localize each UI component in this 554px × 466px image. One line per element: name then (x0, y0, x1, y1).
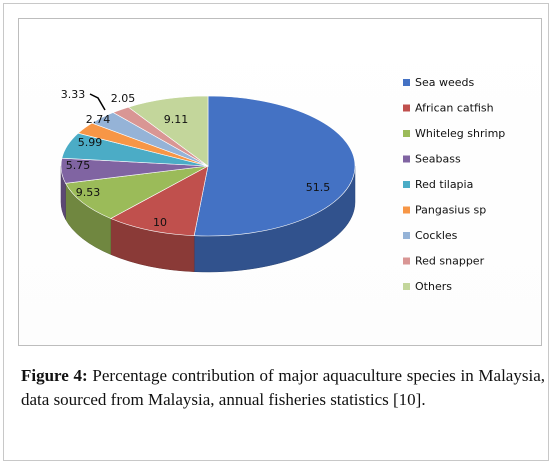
data-label-whiteleg-shrimp: 9.53 (76, 186, 101, 199)
legend-label-sea-weeds: Sea weeds (415, 76, 475, 89)
legend-label-seabass: Seabass (415, 153, 461, 166)
legend-swatch-seabass (403, 155, 410, 163)
data-label-red-tilapia: 5.99 (78, 136, 103, 149)
legend-swatch-red-tilapia (403, 181, 410, 188)
slice-sea-weeds (193, 95, 356, 237)
pie-slices (60, 95, 356, 237)
legend-swatch-sea-weeds (403, 79, 410, 86)
legend-label-red-snapper: Red snapper (415, 255, 485, 268)
legend: Sea weeds African catfish Whiteleg shrimp S… (403, 76, 505, 293)
data-label-cockles: 3.33 (61, 88, 86, 101)
leader-line-cockles (89, 93, 106, 111)
slice-others (127, 95, 209, 167)
data-label-others: 9.11 (164, 113, 189, 126)
legend-label-african-catfish: African catfish (415, 102, 494, 115)
pie-side-walls (60, 165, 356, 273)
legend-swatch-african-catfish (403, 104, 410, 112)
legend-swatch-pangasius-sp (403, 206, 410, 214)
legend-swatch-cockles (403, 232, 410, 239)
figure-caption-text: Percentage contribution of major aquacul… (21, 366, 545, 409)
data-label-red-snapper: 2.05 (111, 92, 136, 105)
legend-label-pangasius-sp: Pangasius sp (415, 204, 486, 217)
figure-caption: Figure 4: Percentage contribution of maj… (21, 364, 545, 412)
legend-label-cockles: Cockles (415, 229, 458, 242)
figure-frame: Figure 4: Percentage contribution of maj… (3, 3, 549, 461)
figure-label: Figure 4: (21, 366, 88, 385)
data-label-pangasius-sp: 2.74 (86, 113, 111, 126)
legend-swatch-whiteleg-shrimp (403, 130, 410, 137)
slice-african-catfish (110, 165, 209, 237)
legend-label-others: Others (415, 280, 452, 293)
legend-swatch-red-snapper (403, 257, 410, 265)
data-label-african-catfish: 10 (153, 216, 167, 229)
data-labels: 51.5 10 9.53 5.75 5.99 2.743.33 2.05 9.11 (61, 88, 331, 229)
data-label-seabass: 5.75 (66, 159, 91, 172)
legend-label-red-tilapia: Red tilapia (415, 178, 473, 191)
legend-label-whiteleg-shrimp: Whiteleg shrimp (415, 127, 505, 140)
data-label-sea-weeds: 51.5 (306, 181, 331, 194)
legend-swatch-others (403, 283, 410, 290)
